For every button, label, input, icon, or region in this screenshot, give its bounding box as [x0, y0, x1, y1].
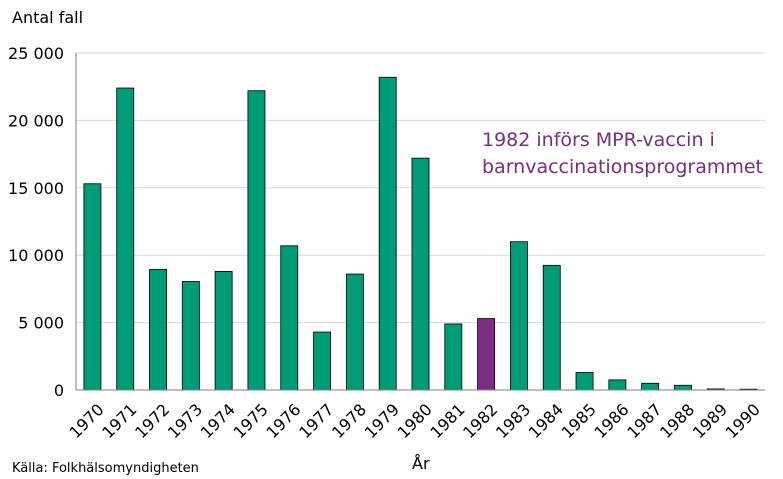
x-tick-label: 1970 — [65, 400, 107, 442]
y-tick-label: 15 000 — [8, 179, 64, 198]
x-tick-label: 1976 — [262, 400, 304, 442]
bar-1975 — [247, 90, 266, 391]
bar-1980 — [411, 157, 430, 391]
y-tick-label: 5 000 — [18, 314, 64, 333]
bar-1972 — [149, 268, 167, 391]
vaccine-annotation: 1982 införs MPR-vaccin i barnvaccination… — [482, 127, 763, 181]
y-axis-label: Antal fall — [12, 8, 84, 27]
bar-1977 — [313, 331, 332, 391]
x-tick-label: 1986 — [590, 400, 632, 442]
x-tick-label: 1980 — [394, 400, 436, 442]
bar-1985 — [575, 372, 594, 391]
x-tick-label: 1977 — [295, 400, 337, 442]
bar-1984 — [542, 264, 561, 391]
x-tick-label: 1971 — [98, 400, 140, 442]
y-tick-label: 0 — [54, 381, 64, 400]
x-tick-label: 1974 — [197, 400, 239, 442]
x-tick-label: 1982 — [459, 400, 501, 442]
bar-1974 — [214, 270, 233, 391]
x-tick-label: 1984 — [525, 400, 567, 442]
annotation-line-2: barnvaccinationsprogrammet — [482, 156, 764, 178]
source-note: Källa: Folkhälsomyndigheten — [12, 461, 199, 476]
bar-1971 — [116, 87, 135, 391]
bar-1986 — [608, 379, 627, 391]
x-tick-label: 1975 — [230, 400, 272, 442]
bar-1987 — [641, 382, 660, 391]
x-tick-label: 1990 — [722, 400, 764, 442]
bar-1976 — [280, 245, 299, 391]
x-tick-label: 1985 — [558, 400, 600, 442]
x-tick-label: 1987 — [623, 400, 665, 442]
x-tick-label: 1983 — [492, 400, 534, 442]
y-tick-label: 10 000 — [8, 246, 64, 265]
x-tick-label: 1988 — [656, 400, 698, 442]
bar-1978 — [345, 273, 364, 391]
x-tick-label: 1979 — [361, 400, 403, 442]
x-tick-label: 1981 — [426, 400, 468, 442]
bar-1983 — [509, 241, 528, 391]
bar-1982 — [477, 318, 496, 391]
x-tick-label: 1973 — [164, 400, 206, 442]
annotation-line-1: 1982 införs MPR-vaccin i — [482, 129, 715, 151]
x-tick-label: 1978 — [328, 400, 370, 442]
bar-1973 — [181, 281, 200, 391]
x-tick-label: 1972 — [131, 400, 173, 442]
x-tick-label: 1989 — [689, 400, 731, 442]
bar-1988 — [674, 384, 692, 391]
bar-1970 — [83, 183, 102, 391]
y-tick-label: 25 000 — [8, 44, 64, 63]
x-axis-label: År — [412, 454, 430, 473]
y-tick-label: 20 000 — [8, 111, 64, 130]
bar-1981 — [444, 323, 463, 391]
bar-1979 — [378, 76, 397, 391]
